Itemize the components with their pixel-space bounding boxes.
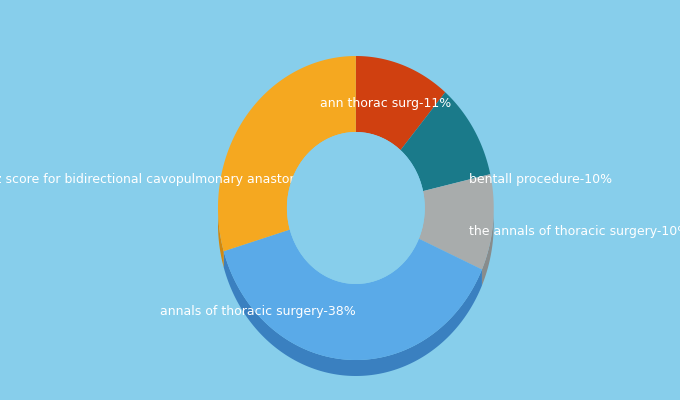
Text: the annals of thoracic surgery-10%: the annals of thoracic surgery-10% xyxy=(469,226,680,238)
PathPatch shape xyxy=(224,251,482,376)
PathPatch shape xyxy=(290,230,419,300)
PathPatch shape xyxy=(401,92,490,191)
PathPatch shape xyxy=(419,174,494,270)
Ellipse shape xyxy=(287,132,425,284)
PathPatch shape xyxy=(287,209,290,246)
Text: bentall procedure-10%: bentall procedure-10% xyxy=(469,174,612,186)
Text: ann thorac surg-11%: ann thorac surg-11% xyxy=(320,98,451,110)
PathPatch shape xyxy=(224,230,482,360)
PathPatch shape xyxy=(218,209,224,267)
PathPatch shape xyxy=(356,56,445,150)
PathPatch shape xyxy=(482,208,494,286)
PathPatch shape xyxy=(419,208,425,255)
PathPatch shape xyxy=(218,56,356,251)
Text: z score for bidirectional cavopulmonary anastomosi-29%: z score for bidirectional cavopulmonary … xyxy=(0,174,352,186)
Text: annals of thoracic surgery-38%: annals of thoracic surgery-38% xyxy=(160,306,355,318)
